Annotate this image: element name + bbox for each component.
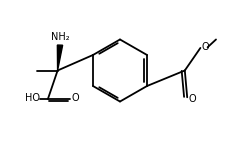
- Text: O: O: [189, 94, 196, 104]
- Text: NH₂: NH₂: [51, 32, 69, 42]
- Text: O: O: [202, 42, 210, 52]
- Text: HO: HO: [25, 93, 40, 103]
- Polygon shape: [57, 45, 63, 70]
- Text: O: O: [71, 93, 79, 103]
